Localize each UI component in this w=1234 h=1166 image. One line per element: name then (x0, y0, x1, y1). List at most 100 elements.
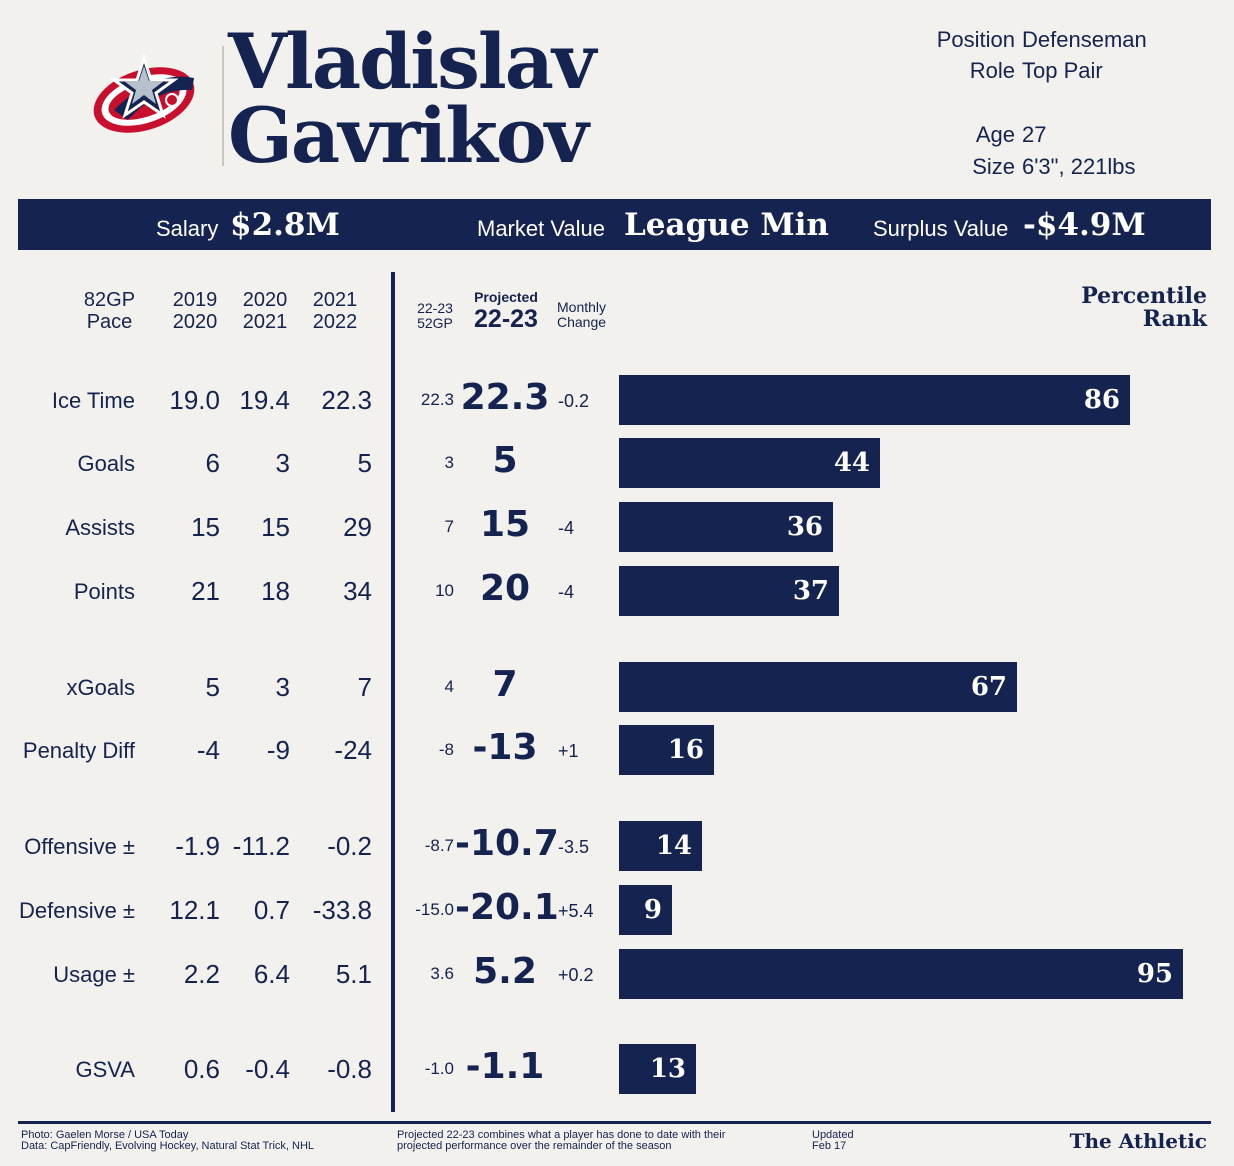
header-season-2021: 2021 2022 (300, 289, 370, 333)
cell-projected-usage: 5.2 (473, 951, 537, 992)
blue-jackets-logo-icon (93, 53, 195, 133)
cell-2021-gsva: -0.8 (327, 1054, 372, 1084)
cell-projected-xgoals: 7 (492, 664, 518, 705)
cell-2020-ice-time: 19.4 (239, 385, 290, 415)
cell-2019-gsva: 0.6 (183, 1054, 220, 1084)
header-52gp: 22-23 52GP (410, 301, 460, 331)
cell-2020-xgoals: 3 (275, 672, 290, 702)
surplus-value-label: Surplus Value (873, 216, 1009, 241)
cell-2020-assists: 15 (261, 512, 290, 542)
market-value-label: Market Value (477, 216, 605, 241)
cell-2020-gsva: -0.4 (245, 1054, 290, 1084)
header-pace: 82GP Pace (72, 289, 147, 333)
percentile-label-defensive: 9 (643, 895, 662, 925)
percentile-label-goals: 44 (833, 448, 870, 478)
logo-divider (222, 46, 224, 166)
header-percentile-line1: Percentile (1081, 283, 1207, 309)
header-season-2021-line2: 2022 (312, 311, 358, 333)
cell-2021-ice-time: 22.3 (321, 385, 372, 415)
cell-2019-points: 21 (191, 576, 220, 606)
header-projected: Projected 22-23 (460, 289, 552, 334)
percentile-label-points: 37 (792, 576, 829, 606)
cell-2021-penalty-diff: -24 (334, 735, 372, 765)
footer-note-line1: Projected 22-23 combines what a player h… (397, 1129, 726, 1141)
age-value: 27 (1022, 122, 1047, 147)
header-projected-line2: 22-23 (474, 305, 538, 333)
row-label-gsva: GSVA (75, 1057, 135, 1082)
cell-2021-points: 34 (343, 576, 372, 606)
cell-2019-goals: 6 (205, 448, 220, 478)
percentile-bar-points (619, 566, 839, 616)
percentile-bar-gsva (619, 1044, 696, 1094)
cell-projected-penalty-diff: -13 (472, 727, 538, 768)
footer-rule (18, 1121, 1211, 1124)
cell-change-offensive: -3.5 (558, 837, 590, 857)
cell-change-usage: +0.2 (558, 965, 594, 985)
cell-52gp-gsva: -1.0 (424, 1059, 454, 1078)
cell-52gp-ice-time: 22.3 (420, 390, 454, 409)
row-label-xgoals: xGoals (66, 675, 135, 700)
player-first-name: Vladislav (228, 17, 596, 106)
percentile-bar-usage (619, 949, 1183, 999)
the-athletic-logo: The Athletic (1069, 1129, 1207, 1153)
cell-2020-penalty-diff: -9 (266, 735, 290, 765)
footer-credit-line2: Data: CapFriendly, Evolving Hockey, Natu… (21, 1140, 315, 1152)
cell-2021-goals: 5 (357, 448, 372, 478)
cell-change-penalty-diff: +1 (558, 741, 579, 761)
footer-credit-line1: Photo: Gaelen Morse / USA Today (21, 1129, 189, 1141)
salary-value: $2.8M (230, 207, 340, 243)
cell-projected-goals: 5 (492, 440, 518, 481)
role-value: Top Pair (1022, 58, 1103, 83)
age-label: Age (975, 122, 1015, 147)
cell-52gp-penalty-diff: -8 (438, 740, 454, 759)
cell-projected-offensive: -10.7 (455, 823, 559, 864)
header-monthly-change: Monthly Change (557, 300, 627, 330)
cell-projected-gsva: -1.1 (465, 1046, 545, 1087)
cell-2021-usage: 5.1 (335, 959, 372, 989)
cell-2021-assists: 29 (343, 512, 372, 542)
size-label: Size (972, 154, 1015, 179)
header-monthly-change-line2: Change (557, 314, 607, 330)
percentile-bar-defensive (619, 885, 672, 935)
cell-2019-assists: 15 (191, 512, 220, 542)
player-last-name: Gavrikov (228, 91, 589, 180)
header-52gp-line2: 52GP (417, 315, 453, 331)
cell-change-points: -4 (558, 582, 575, 602)
column-divider (391, 272, 395, 1112)
percentile-label-offensive: 14 (655, 831, 692, 861)
position-value: Defenseman (1022, 27, 1147, 52)
cell-2019-xgoals: 5 (205, 672, 220, 702)
row-label-defensive: Defensive ± (18, 898, 135, 923)
cell-52gp-usage: 3.6 (430, 964, 454, 983)
cell-change-defensive: +5.4 (558, 901, 594, 921)
contract-banner: Salary $2.8M Market Value League Min Sur… (18, 199, 1211, 250)
cell-2020-points: 18 (261, 576, 290, 606)
cell-52gp-assists: 7 (444, 517, 454, 536)
row-label-penalty-diff: Penalty Diff (22, 738, 135, 763)
percentile-label-penalty-diff: 16 (667, 735, 704, 765)
footer-updated-label: Updated (812, 1129, 854, 1141)
header-season-2019-line2: 2020 (172, 311, 218, 333)
header-projected-line1: Projected (474, 289, 538, 305)
cell-52gp-xgoals: 4 (444, 677, 454, 696)
percentile-bar-offensive (619, 821, 702, 871)
percentile-bar-ice-time (619, 375, 1130, 425)
percentile-label-usage: 95 (1136, 959, 1173, 989)
cell-2020-offensive: -11.2 (232, 831, 290, 861)
header-percentile-rank: Percentile Rank (1040, 285, 1207, 331)
cell-2019-offensive: -1.9 (175, 831, 220, 861)
percentile-bar-xgoals (619, 662, 1017, 712)
percentile-label-gsva: 13 (649, 1054, 686, 1084)
role-label: Role (969, 58, 1015, 83)
row-label-ice-time: Ice Time (51, 388, 135, 413)
percentile-bar-goals (619, 438, 880, 488)
cell-2021-offensive: -0.2 (327, 831, 372, 861)
percentile-label-assists: 36 (786, 512, 823, 542)
cell-2019-usage: 2.2 (183, 959, 220, 989)
row-label-offensive: Offensive ± (24, 834, 135, 859)
footer-updated-date: Feb 17 (812, 1140, 847, 1152)
cell-2019-defensive: 12.1 (169, 895, 220, 925)
header-52gp-line1: 22-23 (417, 300, 453, 316)
cell-52gp-defensive: -15.0 (415, 900, 454, 919)
header-pace-line1: 82GP (83, 289, 136, 311)
